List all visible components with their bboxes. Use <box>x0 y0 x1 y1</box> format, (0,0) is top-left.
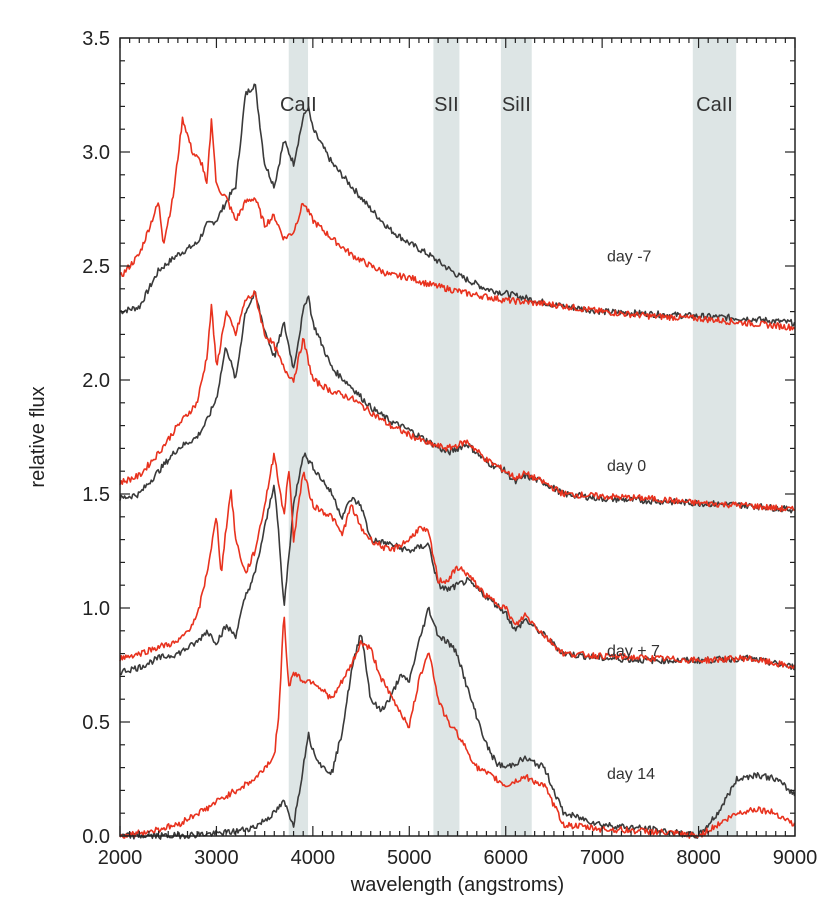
epoch-label-3: day 14 <box>607 766 655 783</box>
y-tick-label: 2.0 <box>82 370 110 392</box>
x-tick-label: 9000 <box>773 847 818 869</box>
band-0 <box>288 38 309 836</box>
band-3 <box>692 38 737 836</box>
epoch-label-2: day + 7 <box>607 643 660 660</box>
x-axis-title: wavelength (angstroms) <box>350 874 564 896</box>
x-tick-label: 7000 <box>580 847 625 869</box>
epoch-label-0: day -7 <box>607 248 652 265</box>
band-label-3: CaII <box>696 94 733 116</box>
series-red-epoch-2 <box>119 452 796 669</box>
axis-ticks <box>119 37 796 837</box>
y-tick-label: 3.0 <box>82 142 110 164</box>
x-tick-label: 5000 <box>387 847 432 869</box>
x-tick-label: 3000 <box>194 847 239 869</box>
band-1 <box>433 38 460 836</box>
band-label-2: SiII <box>502 94 531 116</box>
series-red-epoch-0 <box>119 116 796 332</box>
x-tick-label: 6000 <box>483 847 528 869</box>
y-tick-label: 0.0 <box>82 826 110 848</box>
band-label-1: SII <box>434 94 458 116</box>
y-tick-label: 1.5 <box>82 484 110 506</box>
series-red-epoch-3 <box>119 616 796 839</box>
x-tick-label: 4000 <box>291 847 336 869</box>
x-tick-label: 8000 <box>676 847 721 869</box>
y-tick-label: 1.0 <box>82 598 110 620</box>
epoch-label-1: day 0 <box>607 458 646 475</box>
series-gray-epoch-0 <box>119 83 796 327</box>
band-2 <box>500 38 532 836</box>
x-tick-label: 2000 <box>98 847 143 869</box>
absorption-bands <box>288 38 737 836</box>
band-label-0: CaII <box>280 94 317 116</box>
y-axis-title: relative flux <box>27 386 49 487</box>
y-tick-label: 2.5 <box>82 256 110 278</box>
series-red-epoch-1 <box>119 290 796 513</box>
axis-labels: CaII SII SiII CaII day -7 day 0 day + 7 day 14 2… <box>82 28 817 869</box>
y-tick-label: 0.5 <box>82 712 110 734</box>
y-tick-label: 3.5 <box>82 28 110 50</box>
